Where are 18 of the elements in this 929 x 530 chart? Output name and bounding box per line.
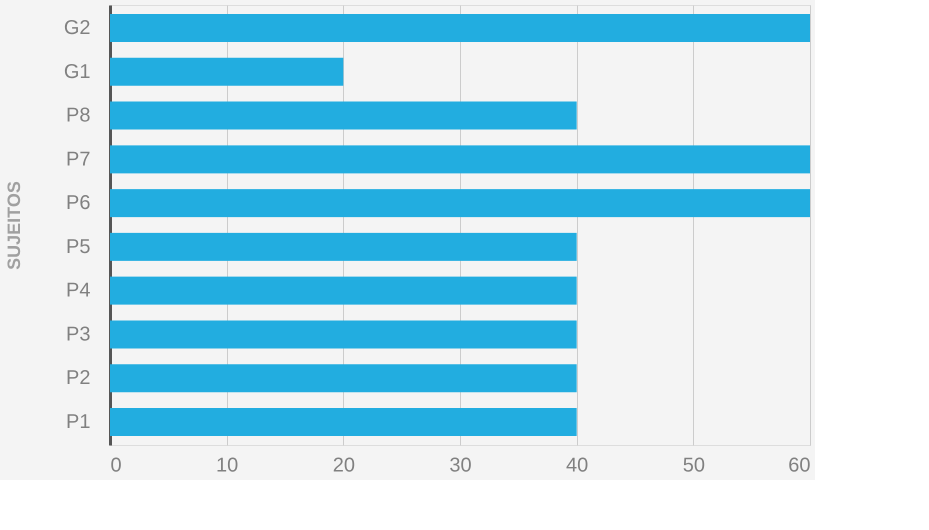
y-tick-label: P8 bbox=[66, 104, 90, 127]
y-tick-label: P6 bbox=[66, 192, 90, 214]
y-tick-label: P5 bbox=[66, 236, 90, 258]
y-tick-label: P4 bbox=[66, 280, 90, 302]
x-tick-label: 20 bbox=[332, 454, 355, 476]
y-tick-label: G1 bbox=[64, 60, 90, 83]
y-tick-label: G2 bbox=[64, 16, 90, 39]
x-tick-label: 0 bbox=[110, 454, 122, 476]
x-tick-label: 30 bbox=[449, 454, 472, 476]
y-tick-label: P7 bbox=[66, 148, 90, 170]
y-tick-label: P3 bbox=[66, 323, 90, 346]
y-axis-title: SUJEITOS bbox=[4, 181, 24, 270]
x-tick-label: 40 bbox=[566, 454, 588, 476]
x-tick-label: 50 bbox=[682, 454, 705, 476]
y-tick-label: P2 bbox=[66, 367, 90, 390]
x-tick-label: 10 bbox=[216, 454, 238, 476]
y-tick-label: P1 bbox=[66, 411, 90, 434]
x-tick-label: 60 bbox=[788, 454, 810, 476]
